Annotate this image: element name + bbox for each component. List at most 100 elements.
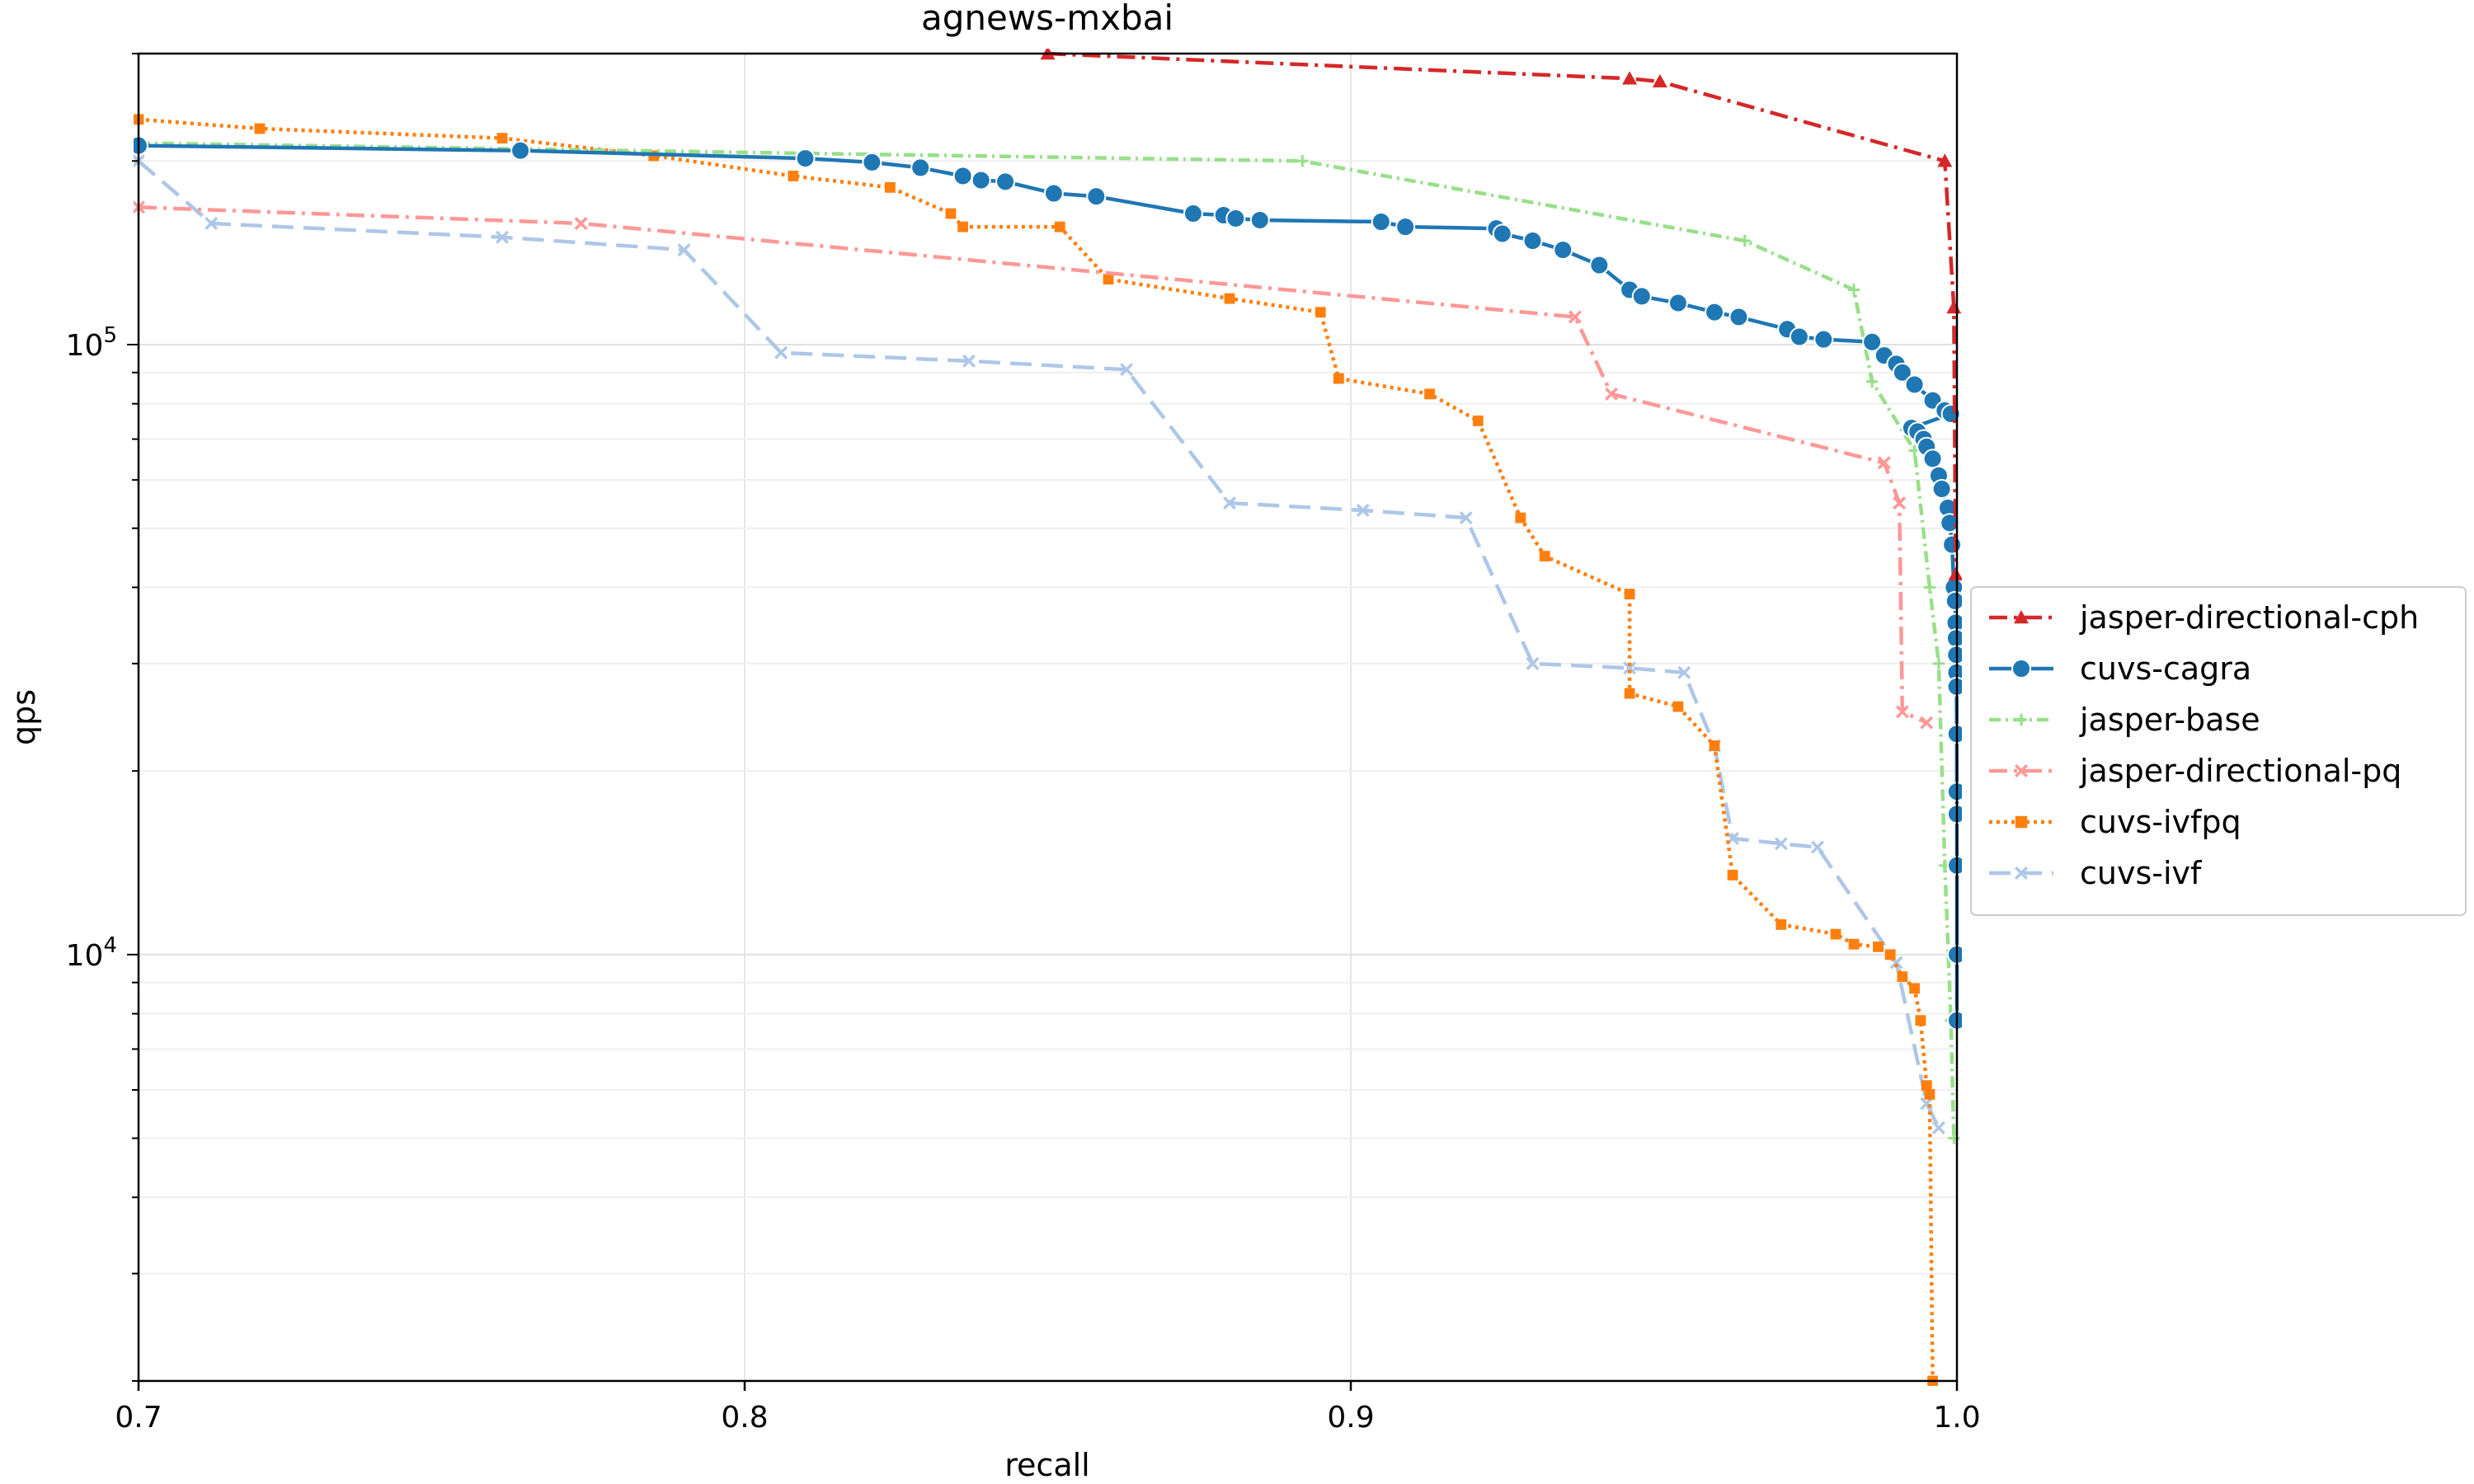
data-point xyxy=(1624,688,1635,699)
data-point xyxy=(1492,223,1512,244)
data-point xyxy=(910,157,931,178)
data-point xyxy=(1371,211,1391,232)
data-point xyxy=(1622,71,1638,85)
x-tick-label: 0.9 xyxy=(1327,1401,1374,1435)
data-point xyxy=(1922,448,1943,469)
data-point xyxy=(862,152,882,172)
legend-marker xyxy=(2015,764,2028,777)
data-point xyxy=(774,345,788,359)
data-point xyxy=(1789,326,1809,347)
data-point xyxy=(1776,919,1787,930)
data-point xyxy=(1931,1120,1945,1134)
plot-frame xyxy=(137,52,1959,1383)
data-point xyxy=(1249,209,1270,230)
data-point xyxy=(1672,701,1684,712)
data-point xyxy=(1652,73,1667,88)
data-point xyxy=(1813,329,1834,350)
data-point xyxy=(1522,231,1543,251)
legend-marker xyxy=(2015,866,2028,880)
data-point xyxy=(510,140,531,161)
data-point xyxy=(885,181,896,193)
data-point xyxy=(962,354,976,368)
data-point xyxy=(1667,293,1688,313)
data-point xyxy=(1515,512,1526,524)
data-point xyxy=(1924,1088,1935,1100)
data-point xyxy=(1945,590,1962,611)
data-point xyxy=(1884,949,1896,960)
series-line xyxy=(138,205,1928,725)
legend-label: jasper-directional-cph xyxy=(2079,599,2419,636)
legend-marker xyxy=(2014,610,2029,624)
data-point xyxy=(1865,375,1879,387)
legend-label: cuvs-ivfpq xyxy=(2080,804,2241,840)
grid xyxy=(138,53,1958,1382)
series-jasper-directional-cph xyxy=(1040,49,1962,580)
data-point xyxy=(254,123,266,134)
data-point xyxy=(1183,204,1203,224)
x-axis: 0.7 0.8 0.9 1.0 xyxy=(115,1381,1981,1435)
data-point xyxy=(1940,513,1960,533)
data-point xyxy=(1624,589,1635,599)
data-point xyxy=(1923,581,1936,594)
legend-item-jasper-directional-cph: jasper-directional-cph xyxy=(1989,599,2419,636)
series-jasper-directional-pq xyxy=(134,200,1934,730)
data-point xyxy=(1948,566,1962,580)
data-point xyxy=(1920,716,1934,730)
data-point xyxy=(995,171,1016,192)
data-point xyxy=(1224,293,1235,304)
data-point xyxy=(1729,307,1749,327)
data-point xyxy=(1472,416,1484,426)
data-point xyxy=(205,217,219,231)
data-point xyxy=(1120,363,1134,377)
data-point xyxy=(1043,183,1064,204)
legend-label: jasper-base xyxy=(2079,702,2260,738)
y-axis: 104 105 xyxy=(66,53,139,1382)
data-point xyxy=(1356,503,1370,517)
data-point xyxy=(1424,388,1435,400)
data-point xyxy=(1942,534,1962,555)
data-point xyxy=(952,166,973,186)
data-point xyxy=(1921,1080,1932,1092)
data-point xyxy=(1937,153,1953,167)
data-point xyxy=(1553,240,1573,261)
data-point xyxy=(1589,255,1610,275)
chart-title: agnews-mxbai xyxy=(921,0,1174,38)
data-point xyxy=(1897,971,1908,983)
legend-item-cuvs-cagra: cuvs-cagra xyxy=(1989,650,2251,687)
data-point xyxy=(1605,387,1619,401)
data-point xyxy=(1873,941,1884,952)
data-point xyxy=(1333,373,1344,384)
data-point xyxy=(1848,938,1860,950)
data-point xyxy=(1830,928,1841,940)
x-tick-label: 1.0 xyxy=(1933,1401,1980,1435)
x-tick-label: 0.8 xyxy=(721,1401,768,1435)
data-point xyxy=(1862,331,1883,352)
legend-label: jasper-directional-pq xyxy=(2079,753,2401,789)
data-point xyxy=(1931,479,1952,500)
data-point xyxy=(1904,374,1925,395)
data-point xyxy=(496,230,509,244)
legend-marker xyxy=(2015,713,2028,726)
data-point xyxy=(957,221,968,232)
y-tick-label: 105 xyxy=(66,323,117,363)
data-point xyxy=(971,170,991,190)
legend-item-cuvs-ivfpq: cuvs-ivfpq xyxy=(1989,804,2241,840)
data-point xyxy=(1847,284,1860,296)
data-point xyxy=(1877,456,1891,470)
series-line xyxy=(1047,51,1958,575)
y-axis-label: qps xyxy=(6,689,42,745)
data-point xyxy=(1568,310,1582,324)
data-point xyxy=(1727,870,1738,881)
data-point xyxy=(1539,551,1550,561)
series-cuvs-cagra xyxy=(134,135,1962,1031)
data-point xyxy=(1225,208,1246,228)
legend-item-jasper-directional-pq: jasper-directional-pq xyxy=(1989,753,2401,789)
data-point xyxy=(496,133,508,143)
data-point xyxy=(1892,362,1912,383)
data-point xyxy=(1705,302,1724,322)
legend-box xyxy=(1970,586,2467,916)
data-point xyxy=(1526,656,1540,670)
data-point xyxy=(1774,837,1788,851)
data-point xyxy=(1932,657,1945,670)
